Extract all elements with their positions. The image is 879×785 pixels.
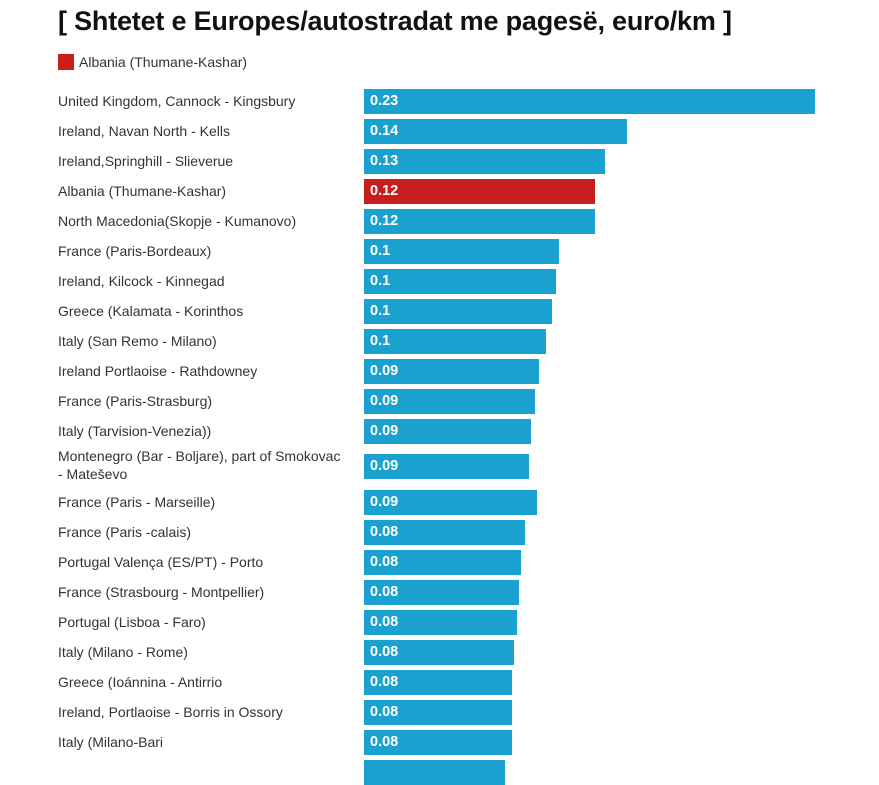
bar <box>364 209 596 234</box>
category-label: United Kingdom, Cannock - Kingsbury <box>58 93 296 109</box>
category-label: Ireland, Navan North - Kells <box>58 123 230 139</box>
category-label: France (Paris -calais) <box>58 524 192 540</box>
category-label: Portugal Valença (ES/PT) - Porto <box>58 554 264 570</box>
category-label: Italy (Milano-Bari <box>58 734 164 750</box>
data-label: 0.13 <box>370 153 399 169</box>
data-label: 0.08 <box>370 584 399 600</box>
bar <box>364 119 627 144</box>
data-label: 0.1 <box>370 243 391 259</box>
data-label: 0.1 <box>370 303 391 319</box>
category-label: Montenegro (Bar - Boljare), part of Smok… <box>58 448 341 482</box>
bar-chart: United Kingdom, Cannock - Kingsbury 0.23 I… <box>58 89 815 785</box>
bar <box>364 359 539 384</box>
chart-title: [ Shtetet e Europes/autostradat me pages… <box>58 6 732 36</box>
bar <box>364 610 517 635</box>
data-label: 0.08 <box>370 674 399 690</box>
bar <box>364 89 815 114</box>
bar <box>364 730 513 755</box>
data-label: 0.08 <box>370 524 399 540</box>
bar <box>364 329 547 354</box>
bar <box>364 239 560 264</box>
bar <box>364 299 553 324</box>
category-label: North Macedonia(Skopje - Kumanovo) <box>58 213 297 229</box>
category-label: Ireland, Portlaoise - Borris in Ossory <box>58 704 283 720</box>
category-label: Ireland Portlaoise - Rathdowney <box>58 363 258 379</box>
category-label: Ireland,Springhill - Slieverue <box>58 153 234 169</box>
bar <box>364 580 519 605</box>
bar <box>364 520 525 545</box>
category-label: Ireland, Kilcock - Kinnegad <box>58 273 225 289</box>
data-label: 0.08 <box>370 614 399 630</box>
bar <box>364 670 513 695</box>
bar <box>364 454 529 479</box>
legend-swatch <box>58 54 74 70</box>
bar <box>364 490 537 515</box>
data-label: 0.08 <box>370 554 399 570</box>
legend-label: Albania (Thumane-Kashar) <box>79 54 248 70</box>
bar <box>364 269 557 294</box>
category-label: France (Paris-Strasburg) <box>58 393 213 409</box>
category-label: Italy (Tarvision-Venezia)) <box>58 423 212 439</box>
category-label: France (Paris - Marseille) <box>58 494 216 510</box>
data-label: 0.1 <box>370 273 391 289</box>
category-label: France (Paris-Bordeaux) <box>58 243 212 259</box>
category-label: Italy (San Remo - Milano) <box>58 333 217 349</box>
data-label: 0.12 <box>370 183 399 199</box>
category-label: Greece (Ioánnina - Antirrio <box>58 674 223 690</box>
legend: Albania (Thumane-Kashar) <box>58 54 247 70</box>
data-label: 0.09 <box>370 494 399 510</box>
category-label: Greece (Kalamata - Korinthos <box>58 303 244 319</box>
data-label: 0.08 <box>370 644 399 660</box>
category-label: Portugal (Lisboa - Faro) <box>58 614 206 630</box>
data-label: 0.09 <box>370 423 399 439</box>
data-label: 0.1 <box>370 333 391 349</box>
bar <box>364 550 521 575</box>
data-label: 0.14 <box>370 123 399 139</box>
bar <box>364 179 596 204</box>
category-label: Italy (Milano - Rome) <box>58 644 188 660</box>
data-label: 0.12 <box>370 213 399 229</box>
data-label: 0.09 <box>370 363 399 379</box>
data-label: 0.08 <box>370 704 399 720</box>
data-label: 0.09 <box>370 458 399 474</box>
bar <box>364 419 531 444</box>
data-label: 0.09 <box>370 393 399 409</box>
category-label: France (Strasbourg - Montpellier) <box>58 584 265 600</box>
data-label: 0.23 <box>370 93 399 109</box>
category-label: Albania (Thumane-Kashar) <box>58 183 227 199</box>
bar <box>364 700 513 725</box>
bar <box>364 389 535 414</box>
bar <box>364 149 606 174</box>
bar <box>364 640 514 665</box>
data-label: 0.08 <box>370 734 399 750</box>
